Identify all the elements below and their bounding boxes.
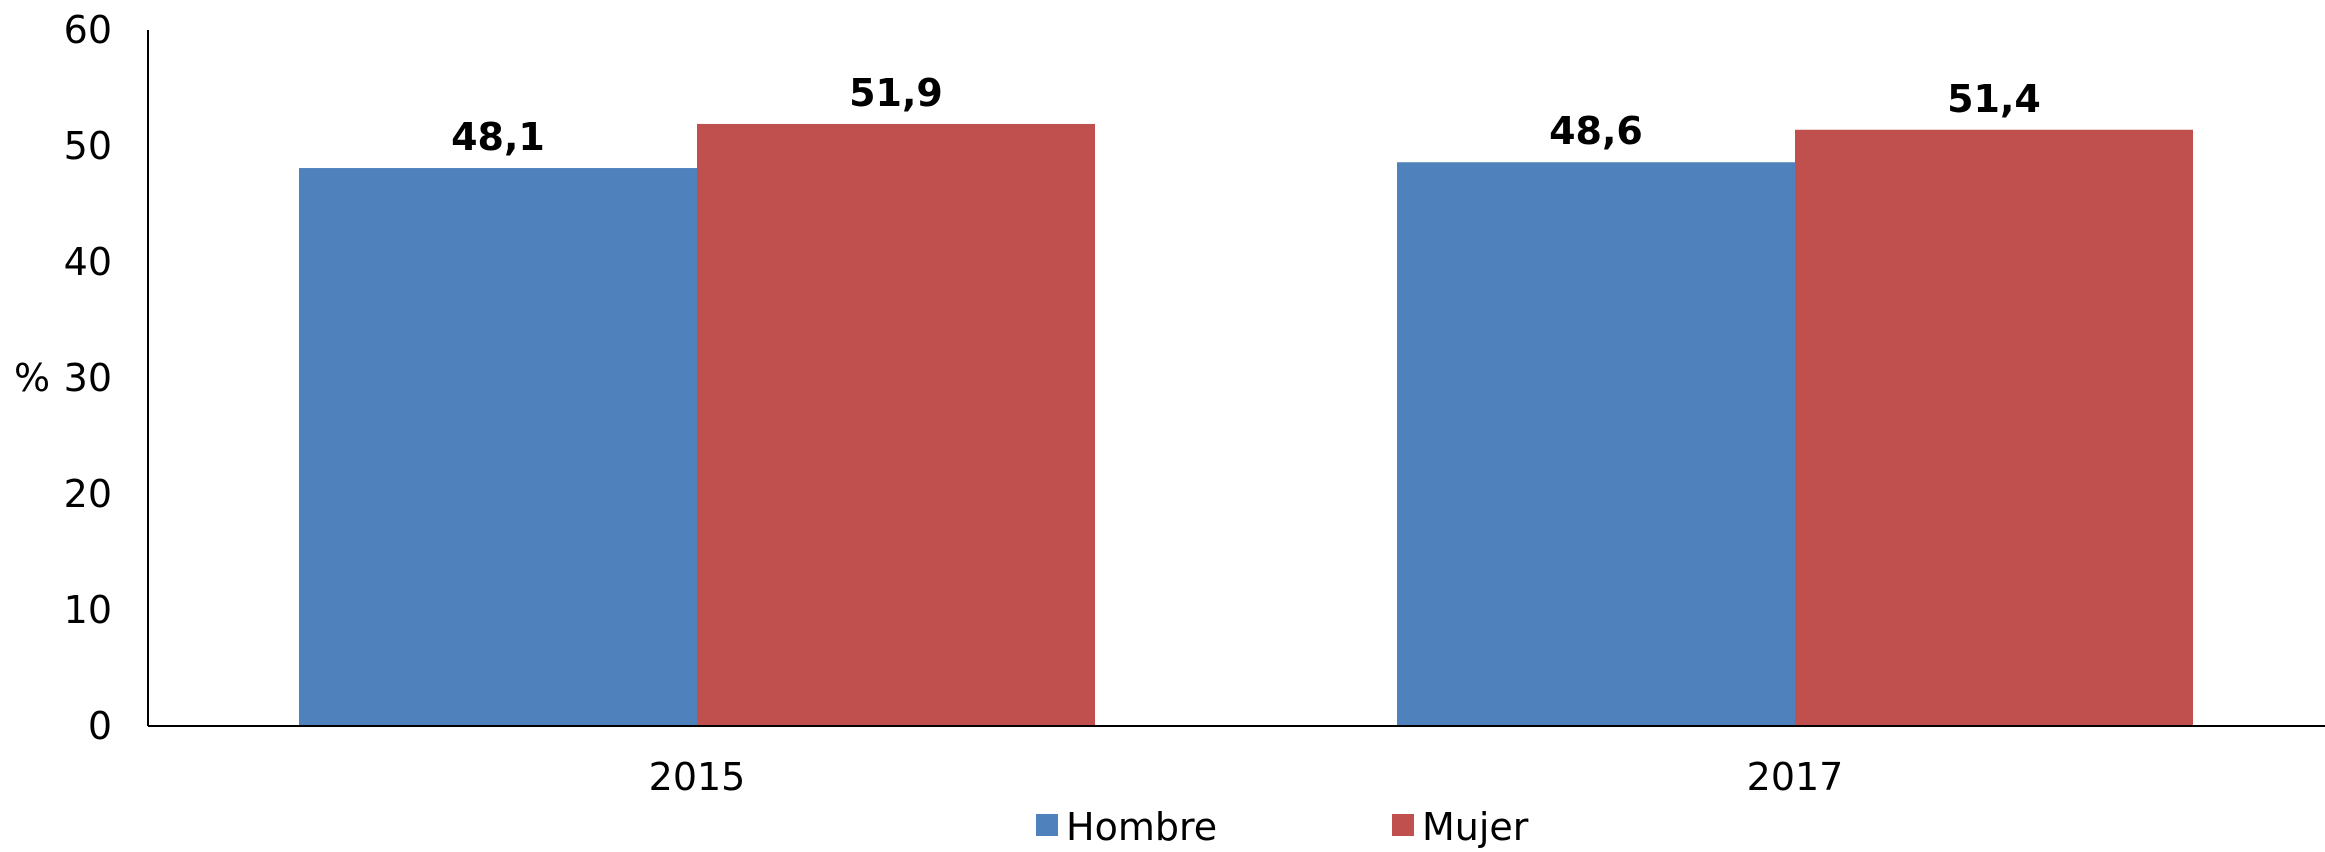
x-category-label: 2017 [1747,755,1844,799]
value-label-mujer-2015: 51,9 [849,71,943,115]
bar-mujer-2015 [697,123,1095,726]
y-tick-label: 10 [64,588,112,632]
y-tick-label: 60 [64,8,112,52]
bar-mujer-2017 [1795,129,2193,726]
bar-hombre-2017 [1397,162,1795,727]
y-tick-labels: 0 10 20 30 40 50 60 [64,8,112,748]
legend: Hombre Mujer [1036,805,1529,849]
x-category-label: 2015 [649,755,746,799]
value-labels: 48,1 51,9 48,6 51,4 [451,71,2041,159]
value-label-hombre-2017: 48,6 [1549,109,1643,153]
bar-hombre-2015 [299,168,697,727]
bars-layer [299,123,2193,727]
axes-layer [147,30,2325,727]
y-axis-title: % [14,356,50,400]
y-tick-label: 20 [64,472,112,516]
category-labels: 2015 2017 [649,755,1844,799]
value-label-mujer-2017: 51,4 [1947,77,2041,121]
legend-swatch-mujer [1392,814,1414,836]
legend-swatch-hombre [1036,814,1058,836]
legend-label-hombre: Hombre [1066,805,1217,848]
y-tick-label: 0 [88,704,112,748]
value-label-hombre-2015: 48,1 [451,115,545,159]
legend-label-mujer: Mujer [1422,805,1529,848]
y-tick-label: 50 [64,124,112,168]
y-tick-label: 30 [64,356,112,400]
y-tick-label: 40 [64,240,112,284]
